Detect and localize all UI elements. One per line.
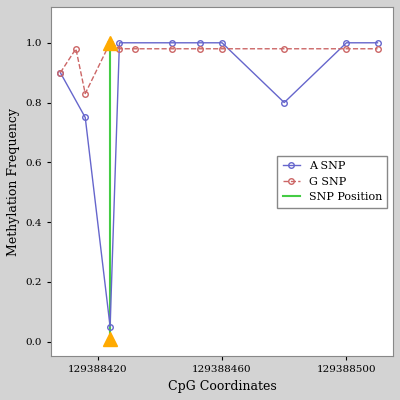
Line: A SNP: A SNP [58,40,380,329]
G SNP [344,46,349,51]
G SNP [220,46,224,51]
Y-axis label: Methylation Frequency: Methylation Frequency [7,108,20,256]
G SNP [132,46,137,51]
A SNP [170,40,175,45]
A SNP [108,324,112,329]
A SNP [58,70,63,75]
X-axis label: CpG Coordinates: CpG Coordinates [168,380,276,393]
G SNP [83,91,88,96]
G SNP [74,46,78,51]
G SNP [282,46,287,51]
G SNP [375,46,380,51]
G SNP [117,46,122,51]
Line: G SNP: G SNP [58,40,380,96]
Legend: A SNP, G SNP, SNP Position: A SNP, G SNP, SNP Position [278,156,388,208]
G SNP [58,70,63,75]
A SNP [282,100,287,105]
A SNP [344,40,349,45]
A SNP [375,40,380,45]
G SNP [108,40,112,45]
G SNP [198,46,203,51]
A SNP [83,115,88,120]
G SNP [170,46,175,51]
A SNP [117,40,122,45]
A SNP [198,40,203,45]
A SNP [220,40,224,45]
